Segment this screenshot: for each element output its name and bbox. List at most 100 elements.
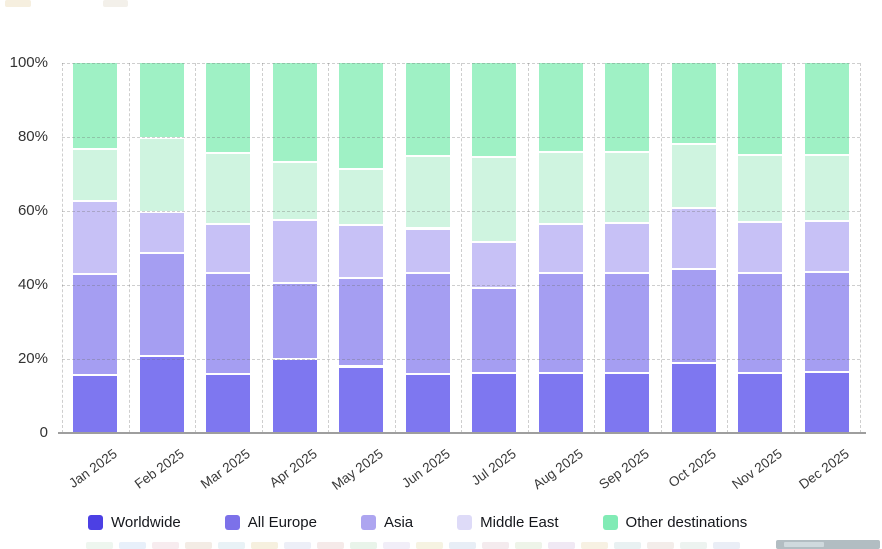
segment-asia[interactable] [538, 224, 583, 274]
cropped-element-bottom [350, 542, 377, 549]
cropped-element-bottom [647, 542, 674, 549]
cropped-element-bottom [119, 542, 146, 549]
x-axis-label: Apr 2025 [266, 446, 320, 491]
segment-other-destinations[interactable] [472, 63, 517, 159]
segment-worldwide[interactable] [206, 374, 251, 433]
gridline-horizontal [62, 210, 860, 212]
x-axis-label: Nov 2025 [729, 446, 786, 493]
segment-all-europe[interactable] [804, 273, 849, 374]
segment-worldwide[interactable] [738, 373, 783, 433]
segment-other-destinations[interactable] [605, 63, 650, 153]
segment-worldwide[interactable] [139, 357, 184, 433]
gridline-vertical [527, 63, 529, 433]
segment-middle-east[interactable] [206, 153, 251, 225]
segment-middle-east[interactable] [139, 138, 184, 213]
segment-asia[interactable] [139, 212, 184, 254]
gridline-vertical [261, 63, 263, 433]
y-axis-tick-label: 80% [17, 128, 48, 145]
segment-other-destinations[interactable] [272, 63, 317, 163]
segment-other-destinations[interactable] [206, 63, 251, 154]
segment-middle-east[interactable] [73, 149, 118, 203]
segment-asia[interactable] [405, 229, 450, 274]
cropped-element-bottom [185, 542, 212, 549]
segment-all-europe[interactable] [206, 273, 251, 375]
segment-other-destinations[interactable] [73, 63, 118, 150]
segment-other-destinations[interactable] [738, 63, 783, 156]
legend-item-middle-east[interactable]: Middle East [457, 514, 559, 531]
segment-all-europe[interactable] [73, 275, 118, 377]
bar-may-2025 [339, 63, 384, 433]
bar-oct-2025 [671, 63, 716, 433]
legend-swatch-icon [224, 515, 240, 530]
cropped-element-bottom [515, 542, 542, 549]
cropped-element-bottom [317, 542, 344, 549]
segment-all-europe[interactable] [272, 283, 317, 361]
segment-asia[interactable] [339, 225, 384, 280]
gridline-vertical [394, 63, 396, 433]
segment-other-destinations[interactable] [405, 63, 450, 158]
cropped-element-bottom [680, 542, 707, 549]
segment-all-europe[interactable] [405, 273, 450, 376]
gridline-horizontal [62, 358, 860, 360]
legend-item-asia[interactable]: Asia [360, 514, 413, 531]
y-axis-tick-label: 20% [17, 350, 48, 367]
legend-item-all-europe[interactable]: All Europe [224, 514, 317, 531]
segment-asia[interactable] [605, 223, 650, 274]
legend-item-other-destinations[interactable]: Other destinations [602, 514, 747, 531]
segment-asia[interactable] [73, 202, 118, 275]
cropped-element-bottom [152, 542, 179, 549]
segment-middle-east[interactable] [472, 158, 517, 244]
segment-worldwide[interactable] [405, 375, 450, 433]
segment-middle-east[interactable] [272, 162, 317, 221]
segment-other-destinations[interactable] [671, 63, 716, 146]
segment-middle-east[interactable] [339, 170, 384, 226]
cropped-element-bottom [548, 542, 575, 549]
y-axis-tick-label: 0 [39, 424, 48, 441]
cropped-element-detail [784, 542, 824, 547]
segment-asia[interactable] [671, 209, 716, 271]
segment-other-destinations[interactable] [339, 63, 384, 171]
segment-other-destinations[interactable] [139, 63, 184, 139]
segment-worldwide[interactable] [538, 373, 583, 433]
segment-worldwide[interactable] [671, 363, 716, 433]
segment-middle-east[interactable] [605, 152, 650, 224]
segment-all-europe[interactable] [538, 273, 583, 374]
segment-all-europe[interactable] [339, 279, 384, 368]
segment-worldwide[interactable] [472, 373, 517, 433]
x-axis-label: Jul 2025 [468, 446, 520, 489]
segment-all-europe[interactable] [738, 273, 783, 374]
gridline-vertical [461, 63, 462, 433]
segment-asia[interactable] [206, 224, 251, 274]
segment-middle-east[interactable] [804, 155, 849, 223]
segment-worldwide[interactable] [804, 373, 849, 433]
segment-middle-east[interactable] [671, 145, 716, 210]
segment-all-europe[interactable] [139, 253, 184, 358]
gridline-horizontal [62, 284, 860, 286]
segment-asia[interactable] [738, 222, 783, 274]
segment-all-europe[interactable] [472, 288, 517, 374]
segment-all-europe[interactable] [671, 270, 716, 364]
segment-middle-east[interactable] [538, 152, 583, 225]
segment-worldwide[interactable] [272, 360, 317, 433]
chart-legend: Worldwide All Europe Asia Middle East Other … [88, 514, 747, 531]
segment-middle-east[interactable] [738, 155, 783, 223]
cropped-element-bottom [482, 542, 509, 549]
legend-swatch-icon [457, 515, 473, 530]
gridline-vertical [128, 63, 130, 433]
segment-middle-east[interactable] [405, 157, 450, 230]
x-axis-label: Aug 2025 [529, 446, 586, 493]
cropped-element-bottom [251, 542, 278, 549]
segment-other-destinations[interactable] [538, 63, 583, 153]
legend-item-worldwide[interactable]: Worldwide [88, 514, 181, 531]
gridline-vertical [328, 63, 329, 433]
segment-asia[interactable] [472, 243, 517, 289]
segment-worldwide[interactable] [73, 376, 118, 433]
segment-asia[interactable] [272, 220, 317, 284]
legend-label: Worldwide [111, 514, 181, 531]
segment-asia[interactable] [804, 222, 849, 274]
segment-other-destinations[interactable] [804, 63, 849, 156]
segment-all-europe[interactable] [605, 273, 650, 374]
segment-worldwide[interactable] [339, 367, 384, 433]
cropped-element-bottom-right [776, 540, 880, 549]
segment-worldwide[interactable] [605, 373, 650, 433]
